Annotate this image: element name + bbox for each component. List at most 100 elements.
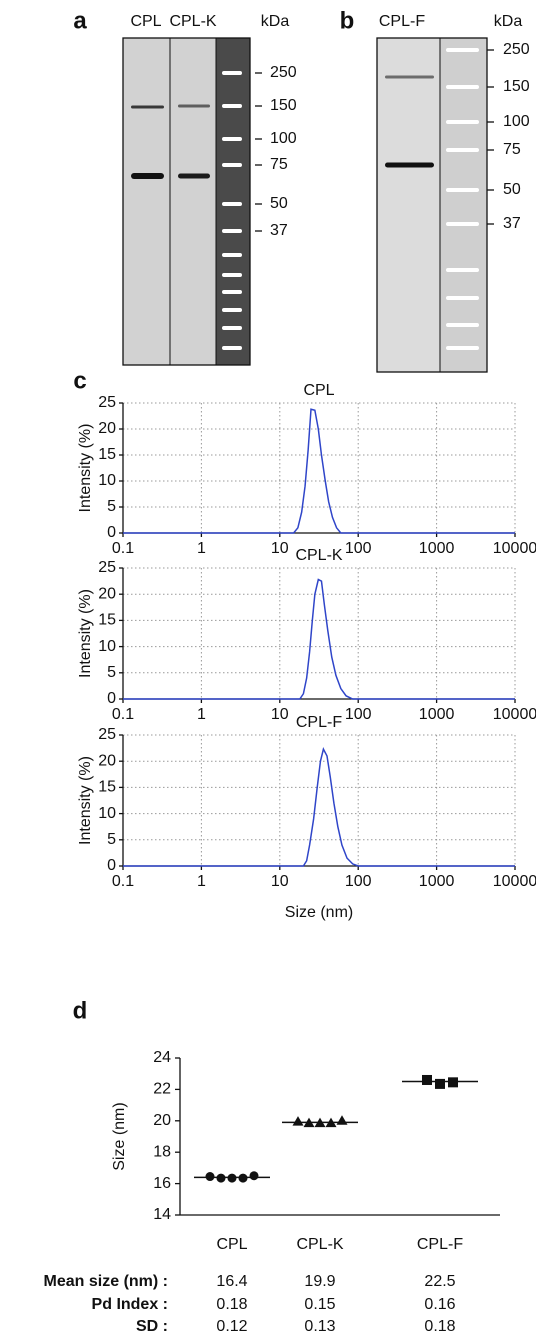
y-tick-label: 20 <box>153 1112 171 1129</box>
marker-label: 50 <box>270 195 288 212</box>
x-tick-label: 0.1 <box>112 540 134 557</box>
ladder-band <box>446 296 479 300</box>
y-tick-label: 0 <box>107 690 116 707</box>
ladder-band <box>222 308 242 312</box>
series-line <box>123 747 515 867</box>
x-tick-label: 1 <box>197 873 206 890</box>
y-tick-label: 15 <box>98 779 116 796</box>
y-tick-label: 0 <box>107 524 116 541</box>
marker-label: 100 <box>503 113 530 130</box>
x-tick-label: 1000 <box>419 873 455 890</box>
y-tick-label: 0 <box>107 857 116 874</box>
table-cell: 0.12 <box>216 1318 247 1335</box>
panel-label: b <box>340 7 355 34</box>
table-cell: 22.5 <box>424 1273 455 1290</box>
x-tick-label: 1 <box>197 706 206 723</box>
x-tick-label: CPL <box>216 1236 247 1253</box>
y-axis-label: Intensity (%) <box>77 589 94 678</box>
sample-lane <box>376 37 441 373</box>
lane-label: CPL <box>130 13 161 30</box>
y-tick-label: 10 <box>98 805 116 822</box>
y-axis-label: Intensity (%) <box>77 756 94 845</box>
marker-label: 100 <box>270 130 297 147</box>
y-tick-label: 10 <box>98 638 116 655</box>
unit-label: kDa <box>261 13 290 30</box>
x-tick-label: CPL-K <box>296 1236 343 1253</box>
marker-label: 150 <box>503 78 530 95</box>
chart-title: CPL <box>303 382 334 399</box>
ladder-band <box>446 346 479 350</box>
ladder-band <box>222 346 242 350</box>
marker-label: 37 <box>270 222 288 239</box>
ladder-band <box>222 71 242 75</box>
data-point <box>205 1172 215 1182</box>
protein-band <box>131 105 164 109</box>
x-tick-label: 1000 <box>419 540 455 557</box>
row-label: SD : <box>136 1318 168 1335</box>
x-axis-label: Size (nm) <box>285 904 353 921</box>
ladder-band <box>446 48 479 52</box>
table-cell: 19.9 <box>304 1273 335 1290</box>
x-tick-label: 10 <box>271 706 289 723</box>
panel-label: a <box>73 7 87 34</box>
ladder-lane <box>216 38 250 365</box>
y-tick-label: 20 <box>98 420 116 437</box>
ladder-band <box>222 253 242 257</box>
x-tick-label: 0.1 <box>112 706 134 723</box>
data-point <box>435 1078 445 1089</box>
x-tick-label: 1 <box>197 540 206 557</box>
y-tick-label: 5 <box>107 664 116 681</box>
y-tick-label: 22 <box>153 1081 171 1098</box>
protein-band <box>385 75 434 79</box>
y-tick-label: 15 <box>98 612 116 629</box>
panel-label: c <box>73 367 86 394</box>
marker-label: 75 <box>503 141 521 158</box>
table-cell: 0.18 <box>216 1296 247 1313</box>
marker-label: 250 <box>270 64 297 81</box>
table-cell: 0.18 <box>424 1318 455 1335</box>
marker-label: 250 <box>503 41 530 58</box>
x-tick-label: 100 <box>345 873 372 890</box>
y-tick-label: 25 <box>98 726 116 743</box>
ladder-band <box>222 137 242 141</box>
x-tick-label: 1000 <box>419 706 455 723</box>
series-line <box>123 578 515 700</box>
ladder-band <box>222 104 242 108</box>
marker-label: 50 <box>503 181 521 198</box>
row-label: Pd Index : <box>92 1296 168 1313</box>
ladder-band <box>222 229 242 233</box>
table-cell: 16.4 <box>216 1273 247 1290</box>
y-tick-label: 25 <box>98 394 116 411</box>
data-point <box>292 1116 304 1126</box>
y-axis-label: Size (nm) <box>111 1102 128 1170</box>
data-point <box>422 1074 432 1085</box>
ladder-band <box>446 188 479 192</box>
unit-label: kDa <box>494 13 523 30</box>
x-tick-label: 100 <box>345 540 372 557</box>
y-tick-label: 20 <box>98 585 116 602</box>
y-tick-label: 25 <box>98 559 116 576</box>
chart-title: CPL-F <box>296 714 342 731</box>
series-line <box>123 408 515 534</box>
y-tick-label: 15 <box>98 446 116 463</box>
table-cell: 0.16 <box>424 1296 455 1313</box>
x-tick-label: 100 <box>345 706 372 723</box>
data-point <box>216 1173 226 1183</box>
y-tick-label: 5 <box>107 498 116 515</box>
y-tick-label: 10 <box>98 472 116 489</box>
ladder-lane <box>440 38 487 372</box>
sample-lane <box>169 37 217 366</box>
y-tick-label: 5 <box>107 831 116 848</box>
table-cell: 0.13 <box>304 1318 335 1335</box>
lane-label: CPL-F <box>379 13 425 30</box>
data-point <box>303 1117 315 1128</box>
protein-band <box>385 162 434 168</box>
x-tick-label: 10000 <box>493 873 536 890</box>
chart-title: CPL-K <box>295 547 342 564</box>
ladder-band <box>222 326 242 330</box>
sample-lane <box>122 37 171 366</box>
data-point <box>238 1173 248 1183</box>
ladder-band <box>446 148 479 152</box>
x-tick-label: 10 <box>271 873 289 890</box>
